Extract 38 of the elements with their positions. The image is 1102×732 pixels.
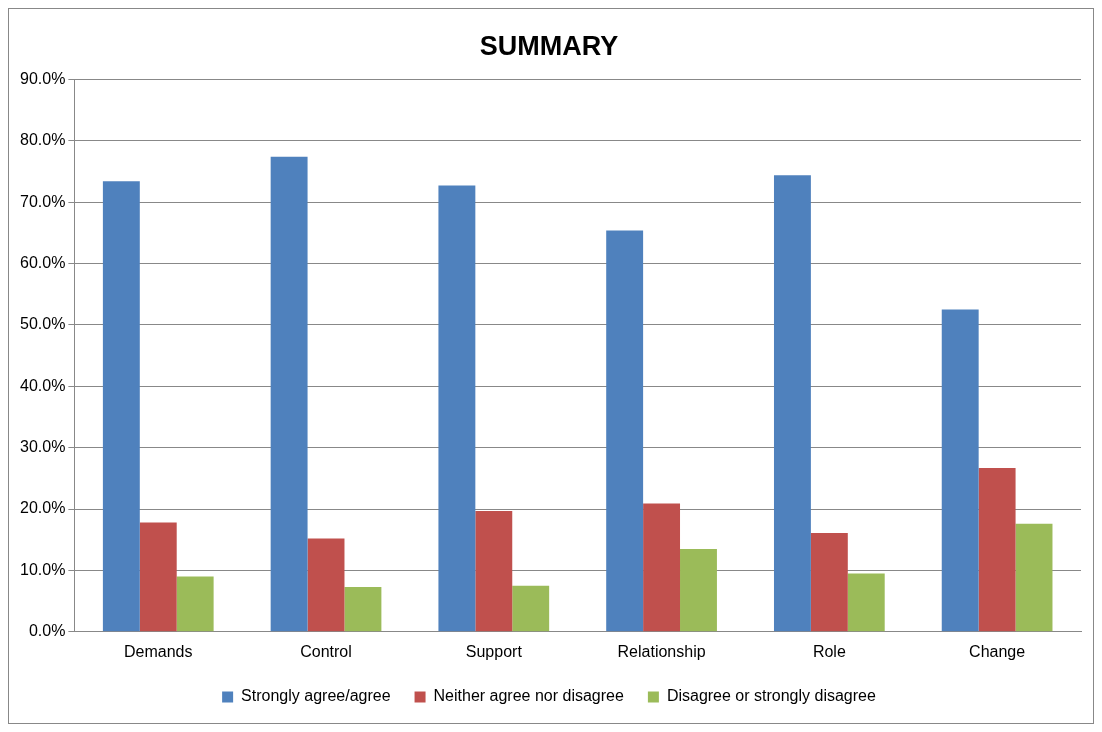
y-tick-label: 90.0% xyxy=(19,69,66,87)
bar xyxy=(270,156,308,632)
y-tick-label: 10.0% xyxy=(19,560,66,578)
y-tick-label: 50.0% xyxy=(19,315,66,333)
bar xyxy=(810,532,848,632)
bar xyxy=(102,181,140,632)
chart-title: SUMMARY xyxy=(479,30,619,61)
bar xyxy=(176,576,214,632)
y-tick-label: 40.0% xyxy=(19,376,66,394)
y-tick-label: 70.0% xyxy=(19,192,66,210)
bar xyxy=(438,185,476,632)
x-tick-label: Demands xyxy=(124,642,193,660)
y-tick-label: 0.0% xyxy=(28,622,66,640)
x-tick-label: Relationship xyxy=(617,642,706,660)
bar xyxy=(1015,523,1053,632)
bar xyxy=(512,585,550,632)
bar xyxy=(847,573,885,632)
x-tick-label: Support xyxy=(465,642,523,660)
y-tick-label: 30.0% xyxy=(19,438,66,456)
legend-label: Strongly agree/agree xyxy=(241,687,391,705)
legend-label: Neither agree nor disagree xyxy=(433,687,624,705)
y-tick-label: 80.0% xyxy=(19,131,66,149)
y-tick-label: 20.0% xyxy=(19,499,66,517)
bar xyxy=(978,467,1016,632)
bar xyxy=(941,309,979,632)
x-tick-label: Role xyxy=(812,642,846,660)
x-tick-label: Control xyxy=(300,642,352,660)
bar xyxy=(139,522,177,632)
bar xyxy=(307,538,345,632)
bar xyxy=(773,175,811,632)
x-tick-label: Change xyxy=(969,642,1026,660)
bar xyxy=(606,230,644,632)
legend-label: Disagree or strongly disagree xyxy=(666,687,876,705)
bar xyxy=(680,548,717,632)
bar xyxy=(643,503,681,632)
bar xyxy=(475,510,513,632)
y-tick-label: 60.0% xyxy=(19,253,66,271)
bar xyxy=(344,586,382,632)
